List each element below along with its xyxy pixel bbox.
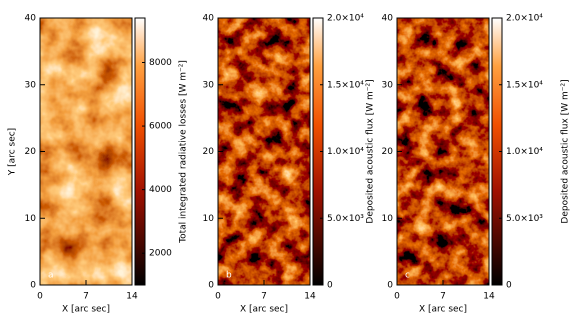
colorbar-tick-label: 1.5×10⁴ [506,80,543,90]
colorbar-tick-label: 5.0×10³ [506,214,543,224]
colorbar-tick-label: 6000 [149,122,172,132]
colorbar-label: Deposited acoustic flux [W m⁻²] [561,79,571,223]
colorbar-tick-label: 8000 [149,58,172,68]
y-tick-label: 30 [203,80,215,90]
x-tick-label: 14 [483,292,495,302]
panel-label: c [405,271,410,281]
image [397,18,489,285]
y-tick-label: 40 [203,14,215,24]
x-tick-label: 0 [37,292,43,302]
image [40,18,132,285]
colorbar-tick-label: 5.0×10³ [327,214,364,224]
colorbar-tick-label: 0 [327,281,333,291]
y-tick-label: 0 [30,281,36,291]
colorbar-label: Deposited acoustic flux [W m⁻²] [366,79,376,223]
y-tick-label: 20 [382,147,394,157]
y-axis-label: Y [arc sec] [8,128,18,176]
x-tick-label: 0 [215,292,221,302]
y-tick-label: 20 [203,147,215,157]
x-tick-label: 7 [440,292,446,302]
colorbar-tick-label: 1.5×10⁴ [327,80,364,90]
colorbar-tick-label: 1.0×10⁴ [506,147,543,157]
y-tick-label: 10 [203,214,215,224]
y-tick-label: 10 [25,214,37,224]
x-tick-label: 7 [261,292,267,302]
y-tick-label: 20 [25,147,37,157]
y-tick-label: 30 [25,80,37,90]
x-tick-label: 14 [304,292,316,302]
y-tick-label: 40 [25,14,37,24]
image [218,18,310,285]
y-tick-label: 40 [382,14,394,24]
x-tick-label: 14 [126,292,138,302]
panel-label: b [226,271,232,281]
y-tick-label: 10 [382,214,394,224]
x-axis-label: X [arc sec] [240,305,288,315]
x-tick-label: 0 [394,292,400,302]
colorbar-label: Total integrated radiative losses [W m⁻²… [179,60,189,244]
colorbar-tick-label: 1.0×10⁴ [327,147,364,157]
y-tick-label: 30 [382,80,394,90]
panel-label: a [48,271,54,281]
colorbar [134,17,146,286]
x-tick-label: 7 [83,292,89,302]
colorbar-tick-label: 4000 [149,185,172,195]
panel: 0 7 14 0 10 20 30 40 X [arc sec] Y [arc sec] a 2000… [8,14,189,315]
colorbar-tick-label: 2000 [149,249,172,259]
panel: 0 7 14 0 10 20 30 40 X [arc sec] c 0 5.0×10³ 1.0×10⁴… [382,14,571,315]
y-tick-label: 0 [387,281,393,291]
y-tick-label: 0 [208,281,214,291]
colorbar-tick-label: 0 [506,281,512,291]
colorbar-tick-label: 2.0×10⁴ [506,14,543,24]
x-axis-label: X [arc sec] [62,305,110,315]
panel: 0 7 14 0 10 20 30 40 X [arc sec] b 0 5.0×10³ 1.0×10⁴… [203,14,376,315]
x-axis-label: X [arc sec] [419,305,467,315]
colorbar-tick-label: 2.0×10⁴ [327,14,364,24]
